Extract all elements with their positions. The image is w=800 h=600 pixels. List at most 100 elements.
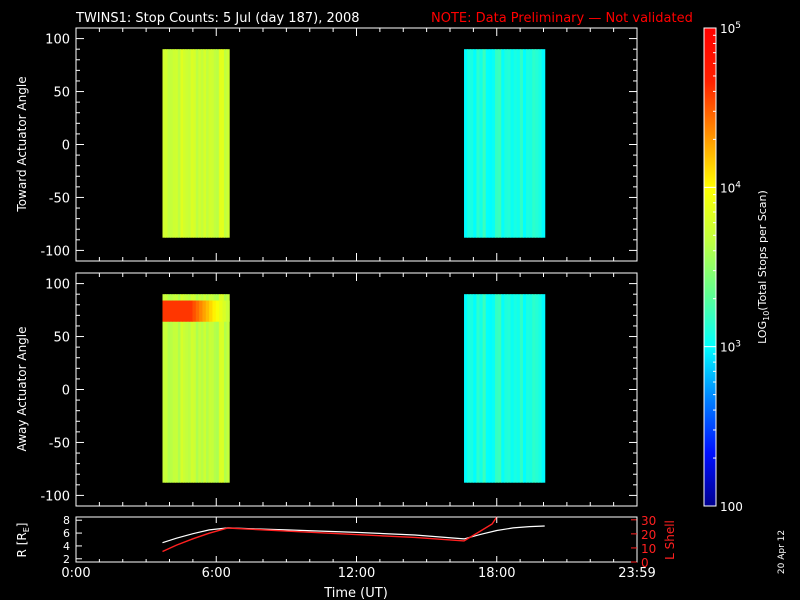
- away-heatmap-strip: [504, 294, 509, 483]
- toward-heatmap-strip: [211, 49, 215, 238]
- toward-heatmap-strip: [185, 49, 189, 238]
- orbit-left-ylabel: R [RE]: [15, 523, 31, 558]
- chart-title: TWINS1: Stop Counts: 5 Jul (day 187), 20…: [75, 11, 360, 26]
- toward-heatmap-strip: [498, 49, 502, 238]
- toward-heatmap-strip: [180, 49, 184, 238]
- toward-heatmap: [162, 49, 546, 238]
- away-heatmap-strip: [177, 294, 182, 483]
- away-hotspot-strip: [219, 300, 224, 322]
- colorbar: [703, 27, 717, 507]
- away-heatmap-strip: [167, 294, 171, 483]
- toward-heatmap-strip: [188, 49, 192, 238]
- away-panel-frame: [75, 272, 638, 507]
- radial-distance-line: [162, 525, 545, 544]
- away-hotspot-strip: [175, 300, 180, 322]
- toward-heatmap-strip: [473, 49, 478, 238]
- toward-heatmap-strip: [467, 49, 471, 238]
- x-axis-label: Time (UT): [323, 586, 388, 600]
- toward-heatmap-strip: [513, 49, 518, 238]
- toward-heatmap-strip: [182, 49, 187, 238]
- away-ytick-label: 0: [62, 384, 70, 399]
- x-tick-label: 18:00: [478, 566, 515, 581]
- toward-heatmap-strip: [526, 49, 530, 238]
- away-heatmap-strip: [198, 294, 202, 483]
- away-ylabel: Away Actuator Angle: [15, 326, 29, 451]
- away-heatmap-strip: [180, 294, 184, 483]
- toward-ytick-label: -100: [40, 244, 70, 259]
- away-hotspot-strip: [205, 300, 210, 322]
- orbit-left-ytick-label: 4: [63, 540, 70, 553]
- away-heatmap-strip: [175, 294, 179, 483]
- toward-heatmap-strip: [226, 49, 230, 238]
- away-heatmap-strip: [485, 294, 490, 483]
- toward-heatmap-strip: [221, 49, 225, 238]
- away-heatmap-strip: [488, 294, 493, 483]
- away-hotspot-strip: [212, 300, 217, 322]
- orbit-right-ylabel: L Shell: [663, 520, 677, 560]
- toward-heatmap-strip: [213, 49, 217, 238]
- away-hotspot-strip: [199, 300, 204, 322]
- away-heatmap-strip: [182, 294, 187, 483]
- away-hotspot-strip: [192, 300, 197, 322]
- toward-heatmap-strip: [532, 49, 536, 238]
- away-heatmap-strip: [165, 294, 169, 483]
- away-ytick-label: 100: [45, 278, 70, 293]
- orbit-right-ytick-label: 20: [641, 528, 656, 542]
- toward-heatmap-strip: [206, 49, 210, 238]
- toward-heatmap-strip: [200, 49, 205, 238]
- away-heatmap-strip: [208, 294, 212, 483]
- away-heatmap-strip: [467, 294, 471, 483]
- away-heatmap-strip: [476, 294, 481, 483]
- away-hotspot-strip: [202, 300, 207, 322]
- preliminary-note: NOTE: Data Preliminary — Not validated: [431, 11, 693, 26]
- away-heatmap-strip: [529, 294, 533, 483]
- away-heatmap-strip: [532, 294, 536, 483]
- toward-heatmap-strip: [175, 49, 179, 238]
- toward-heatmap-strip: [538, 49, 543, 238]
- toward-ytick-label: 0: [62, 139, 70, 154]
- away-heatmap-strip: [193, 294, 197, 483]
- toward-heatmap-strip: [522, 49, 527, 238]
- away-hotspot-strip: [169, 300, 174, 322]
- away-heatmap-strip: [526, 294, 530, 483]
- away-heatmap-strip: [498, 294, 502, 483]
- toward-heatmap-strip: [501, 49, 505, 238]
- toward-heatmap-strip: [165, 49, 169, 238]
- away-heatmap-strip: [185, 294, 189, 483]
- toward-heatmap-strip: [504, 49, 509, 238]
- away-heatmap-strip: [535, 294, 540, 483]
- away-heatmap-strip: [479, 294, 484, 483]
- toward-heatmap-strip: [491, 49, 496, 238]
- orbit-lines: [162, 516, 545, 553]
- away-ytick-label: -50: [49, 436, 70, 451]
- toward-heatmap-strip: [177, 49, 182, 238]
- x-tick-label: 0:00: [61, 566, 90, 581]
- orbit-panel-frame: [75, 516, 638, 563]
- away-heatmap-strip: [216, 294, 220, 483]
- away-heatmap-strip: [203, 294, 207, 483]
- toward-heatmap-strip: [172, 49, 176, 238]
- away-heatmap-strip: [541, 294, 546, 483]
- colorbar-label: LOG10(Total Stops per Scan): [756, 190, 771, 344]
- toward-ytick-label: -50: [49, 191, 70, 206]
- away-heatmap-strip: [522, 294, 527, 483]
- colorbar-tick-label: 103: [720, 340, 741, 355]
- away-heatmap-strip: [211, 294, 215, 483]
- toward-heatmap-strip: [190, 49, 194, 238]
- toward-heatmap-strip: [476, 49, 481, 238]
- away-heatmap-strip: [172, 294, 176, 483]
- away-hotspot-strip: [222, 300, 227, 322]
- away-heatmap-strip: [513, 294, 518, 483]
- away-hotspot-strip: [215, 300, 220, 322]
- toward-heatmap-strip: [167, 49, 171, 238]
- away-heatmap-strip: [501, 294, 505, 483]
- away-hotspot-strip: [179, 300, 184, 322]
- toward-heatmap-strip: [495, 49, 499, 238]
- away-heatmap-strip: [188, 294, 192, 483]
- away-hotspot-strip: [162, 300, 167, 322]
- axis-ticks: -100-50050100-100-50050100246801020300:0…: [40, 27, 656, 581]
- away-heatmap-strip: [195, 294, 199, 483]
- away-hotspot-strip: [195, 300, 200, 322]
- toward-heatmap-strip: [479, 49, 484, 238]
- toward-heatmap-strip: [162, 49, 166, 238]
